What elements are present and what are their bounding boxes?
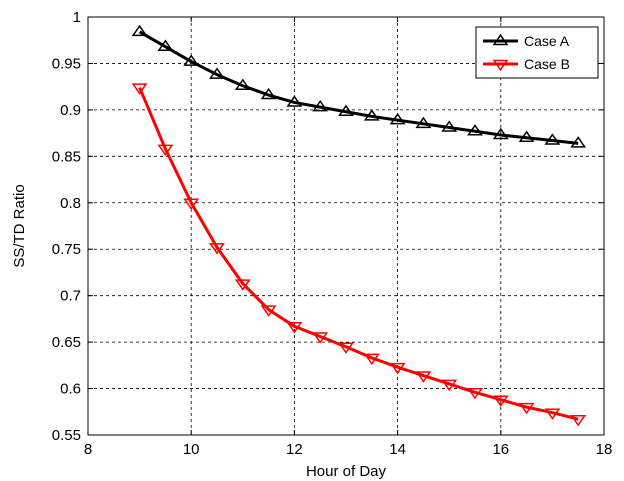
- data-point: [286, 322, 303, 334]
- data-point: [312, 99, 329, 112]
- data-point: [363, 109, 380, 121]
- data-point: [157, 39, 174, 51]
- data-point: [544, 408, 561, 420]
- data-point: [544, 133, 561, 145]
- series-line: [138, 87, 579, 421]
- x-tick-label: 12: [286, 441, 303, 458]
- data-point: [518, 402, 535, 415]
- data-point: [157, 144, 174, 157]
- x-tick-label: 16: [492, 441, 509, 458]
- data-point: [260, 87, 277, 100]
- data-point: [467, 388, 483, 400]
- data-point: [131, 24, 148, 37]
- data-point: [209, 67, 225, 79]
- data-point: [570, 414, 587, 427]
- axis-ticks: 8 10 12 14 16 18 0.55 0.6 0.65 0.7 0.75 0.8 0.85 0.9 0…: [52, 9, 613, 458]
- legend-box: [475, 26, 599, 79]
- data-point: [389, 112, 406, 125]
- data-point: [467, 124, 483, 136]
- data-point: [441, 120, 458, 132]
- y-tick-label: 0.55: [52, 427, 81, 444]
- y-tick-label: 0.9: [60, 102, 81, 119]
- y-tick-label: 0.8: [60, 195, 81, 212]
- data-point: [131, 83, 148, 95]
- series-1: [131, 24, 587, 148]
- x-tick-label: 14: [389, 441, 406, 458]
- data-point: [492, 395, 509, 407]
- legend-label: Case A: [524, 33, 570, 49]
- data-point: [415, 371, 432, 383]
- data-point: [234, 279, 251, 291]
- data-point: [389, 362, 406, 375]
- data-point: [183, 198, 200, 210]
- y-tick-label: 0.7: [60, 288, 81, 305]
- x-axis-label: Hour of Day: [306, 463, 387, 480]
- data-point: [338, 342, 354, 354]
- series-group: [131, 24, 587, 427]
- x-tick-label: 8: [84, 441, 92, 458]
- y-tick-label: 0.75: [52, 241, 81, 258]
- y-tick-label: 0.65: [52, 334, 81, 351]
- x-tick-label: 18: [596, 441, 613, 458]
- plot-frame: [87, 16, 605, 436]
- data-point: [234, 78, 251, 90]
- legend-swatch-marker: [492, 59, 509, 72]
- data-point: [312, 332, 329, 344]
- legend: Case A Case B: [475, 26, 599, 79]
- y-tick-label: 0.85: [52, 148, 81, 165]
- data-point: [518, 130, 535, 143]
- data-point: [570, 136, 587, 148]
- data-point: [260, 305, 277, 317]
- y-tick-label: 0.6: [60, 381, 81, 398]
- data-point: [209, 243, 225, 255]
- data-point: [363, 353, 380, 366]
- grid: [88, 17, 604, 435]
- data-point: [415, 116, 432, 129]
- data-point: [183, 54, 200, 66]
- data-point: [338, 104, 354, 117]
- data-point: [441, 379, 458, 392]
- data-point: [286, 95, 303, 107]
- y-axis-label: SS/TD Ratio: [11, 184, 28, 267]
- y-tick-label: 1: [73, 9, 81, 26]
- x-tick-label: 10: [183, 441, 200, 458]
- y-tick-label: 0.95: [52, 55, 81, 72]
- legend-swatch-marker: [492, 33, 509, 46]
- legend-label: Case B: [524, 56, 570, 72]
- series-2: [131, 83, 587, 427]
- data-point: [492, 127, 509, 140]
